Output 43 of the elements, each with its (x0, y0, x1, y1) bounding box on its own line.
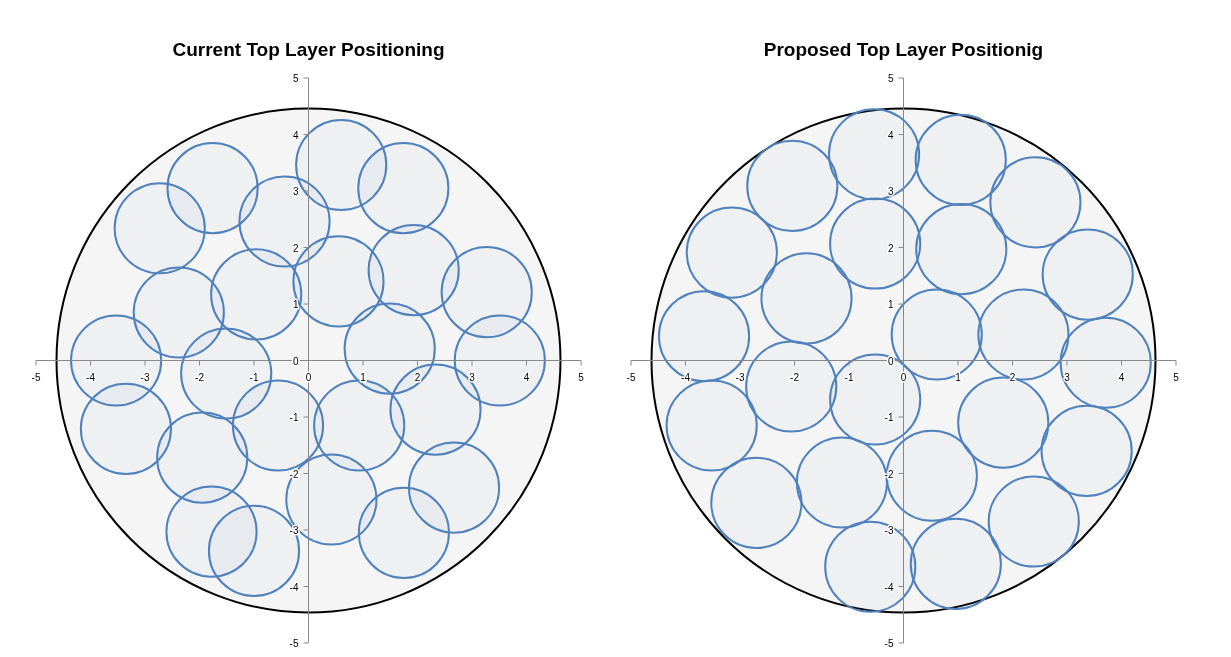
y-tick-label: 4 (887, 129, 894, 141)
y-tick-label: -5 (289, 638, 299, 649)
x-tick-label: 2 (414, 371, 421, 383)
y-tick-label: 5 (887, 73, 894, 84)
y-tick-label: -1 (289, 412, 299, 423)
y-tick-label: 2 (292, 242, 299, 254)
x-tick-label: -2 (195, 371, 205, 383)
y-tick-label: 5 (292, 73, 299, 84)
x-tick-label: 2 (1009, 371, 1016, 383)
chart-title: Proposed Top Layer Positionig (763, 39, 1044, 60)
y-tick-label: 1 (292, 299, 299, 310)
x-tick-label: -4 (86, 371, 96, 383)
x-tick-label: 4 (523, 371, 530, 383)
y-tick-label: 2 (887, 242, 894, 254)
y-tick-label: 4 (292, 129, 299, 141)
x-tick-label: 4 (1118, 371, 1125, 383)
x-tick-label: -5 (31, 371, 41, 383)
x-tick-label: -1 (249, 371, 259, 383)
x-tick-label: -1 (844, 371, 854, 383)
y-tick-label: -1 (884, 412, 894, 423)
x-tick-label: 1 (955, 371, 962, 383)
x-tick-label: 0 (305, 371, 312, 383)
x-tick-label: 3 (469, 371, 476, 383)
y-tick-label: 0 (292, 355, 299, 367)
y-tick-label: -4 (884, 581, 894, 593)
x-tick-label: 0 (900, 371, 907, 383)
y-tick-label: -3 (884, 525, 894, 536)
x-tick-label: -3 (140, 371, 150, 383)
x-tick-label: 3 (1064, 371, 1071, 383)
x-tick-label: 1 (360, 371, 367, 383)
x-tick-label: -3 (735, 371, 745, 383)
y-tick-label: 1 (887, 299, 894, 310)
y-tick-label: 0 (887, 355, 894, 367)
chart-title: Current Top Layer Positioning (172, 39, 445, 60)
x-tick-label: 5 (578, 371, 585, 383)
y-tick-label: 3 (887, 186, 894, 197)
y-tick-label: 3 (292, 186, 299, 197)
x-tick-label: -2 (790, 371, 800, 383)
x-tick-label: 5 (1173, 371, 1180, 383)
y-tick-label: -4 (289, 581, 299, 593)
x-tick-label: -5 (626, 371, 636, 383)
y-tick-label: -5 (884, 638, 894, 649)
x-tick-label: -4 (681, 371, 691, 383)
